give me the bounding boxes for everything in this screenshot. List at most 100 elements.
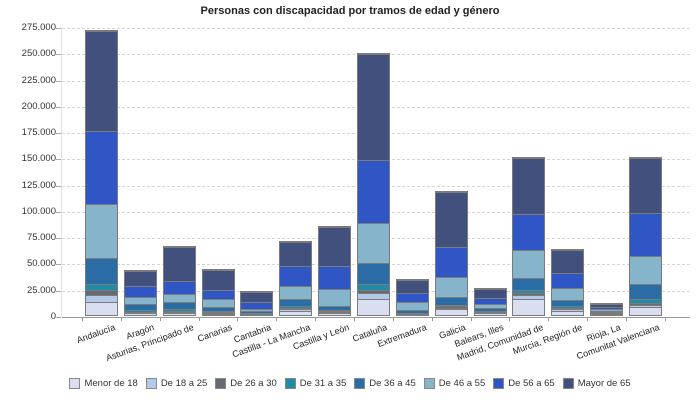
bar-segment[interactable] bbox=[396, 309, 428, 313]
bar-segment[interactable] bbox=[280, 299, 312, 306]
legend-item-de-46-a-55[interactable]: De 46 a 55 bbox=[423, 378, 485, 389]
bar-segment[interactable] bbox=[124, 312, 156, 314]
bar-segment[interactable] bbox=[202, 307, 234, 312]
bar-segment[interactable] bbox=[591, 306, 623, 310]
bar-segment[interactable] bbox=[357, 290, 389, 293]
bar-segment[interactable] bbox=[163, 247, 195, 281]
bar-segment[interactable] bbox=[513, 250, 545, 278]
bar-segment[interactable] bbox=[241, 302, 273, 309]
bar-segment[interactable] bbox=[552, 311, 584, 315]
bar-segment[interactable] bbox=[202, 270, 234, 290]
bar-segment[interactable] bbox=[86, 31, 117, 131]
bar-segment[interactable] bbox=[86, 283, 117, 291]
bar-segment[interactable] bbox=[319, 310, 351, 312]
bar-segment[interactable] bbox=[396, 313, 428, 315]
bar-segment[interactable] bbox=[474, 311, 506, 313]
bar-segment[interactable] bbox=[396, 313, 428, 314]
bar-segment[interactable] bbox=[280, 285, 312, 300]
bar-segment[interactable] bbox=[591, 310, 623, 313]
bar-andaluc-a[interactable] bbox=[85, 30, 118, 316]
bar-segment[interactable] bbox=[629, 213, 661, 256]
bar-segment[interactable] bbox=[357, 262, 389, 284]
bar-segment[interactable] bbox=[396, 301, 428, 310]
bar-segment[interactable] bbox=[474, 288, 506, 298]
bar-segment[interactable] bbox=[513, 299, 545, 315]
bar-segment[interactable] bbox=[202, 312, 234, 314]
bar-segment[interactable] bbox=[629, 157, 661, 214]
bar-segment[interactable] bbox=[474, 307, 506, 311]
bar-segment[interactable] bbox=[357, 292, 389, 300]
legend-item-de-36-a-45[interactable]: De 36 a 45 bbox=[354, 378, 416, 389]
bar-segment[interactable] bbox=[357, 54, 389, 161]
bar-segment[interactable] bbox=[124, 297, 156, 305]
bar-segment[interactable] bbox=[280, 309, 312, 311]
bar-segment[interactable] bbox=[435, 304, 467, 307]
bar-segment[interactable] bbox=[202, 289, 234, 299]
bar-segment[interactable] bbox=[280, 310, 312, 315]
bar-extremadura[interactable] bbox=[395, 278, 429, 316]
bar-segment[interactable] bbox=[202, 312, 234, 313]
bar-segment[interactable] bbox=[357, 283, 389, 291]
bar-segment[interactable] bbox=[396, 293, 428, 302]
bar-segment[interactable] bbox=[241, 314, 273, 315]
bar-segment[interactable] bbox=[474, 312, 506, 315]
bar-segment[interactable] bbox=[552, 309, 584, 312]
bar-segment[interactable] bbox=[629, 306, 661, 315]
bar-segment[interactable] bbox=[629, 304, 661, 307]
bar-segment[interactable] bbox=[629, 298, 661, 303]
bar-segment[interactable] bbox=[513, 293, 545, 296]
bar-segment[interactable] bbox=[319, 227, 351, 266]
bar-segment[interactable] bbox=[357, 299, 389, 315]
bar-segment[interactable] bbox=[319, 312, 351, 315]
bar-segment[interactable] bbox=[319, 311, 351, 313]
bar-madrid-comunidad-de[interactable] bbox=[512, 157, 546, 316]
bar-segment[interactable] bbox=[435, 309, 467, 315]
bar-segment[interactable] bbox=[163, 309, 195, 311]
bar-segment[interactable] bbox=[319, 309, 351, 311]
bar-segment[interactable] bbox=[86, 295, 117, 302]
bar-segment[interactable] bbox=[86, 204, 117, 258]
bar-segment[interactable] bbox=[124, 270, 156, 287]
bar-segment[interactable] bbox=[552, 249, 584, 274]
bar-catalu-a[interactable] bbox=[356, 53, 390, 316]
bar-murcia-regi-n-de[interactable] bbox=[551, 248, 585, 316]
bar-segment[interactable] bbox=[163, 312, 195, 315]
bar-segment[interactable] bbox=[396, 279, 428, 294]
bar-castilla-la-mancha[interactable] bbox=[279, 241, 313, 316]
bar-segment[interactable] bbox=[280, 242, 312, 266]
bar-segment[interactable] bbox=[552, 305, 584, 309]
bar-segment[interactable] bbox=[591, 304, 623, 307]
bar-segment[interactable] bbox=[629, 255, 661, 284]
bar-canarias[interactable] bbox=[201, 269, 235, 316]
bar-comunitat-valenciana[interactable] bbox=[628, 156, 662, 316]
bar-segment[interactable] bbox=[241, 313, 273, 314]
bar-segment[interactable] bbox=[435, 307, 467, 310]
legend-item-mayor-de-65[interactable]: Mayor de 65 bbox=[562, 378, 631, 389]
bar-segment[interactable] bbox=[124, 286, 156, 298]
bar-segment[interactable] bbox=[124, 304, 156, 311]
bar-segment[interactable] bbox=[513, 277, 545, 290]
bar-segment[interactable] bbox=[163, 311, 195, 313]
bar-segment[interactable] bbox=[629, 283, 661, 299]
bar-segment[interactable] bbox=[86, 130, 117, 205]
legend-item-menor-de-18[interactable]: Menor de 18 bbox=[69, 378, 138, 389]
bar-segment[interactable] bbox=[163, 293, 195, 303]
bar-segment[interactable] bbox=[86, 301, 117, 315]
bar-segment[interactable] bbox=[474, 312, 506, 313]
bar-segment[interactable] bbox=[241, 311, 273, 314]
bar-segment[interactable] bbox=[435, 306, 467, 308]
bar-segment[interactable] bbox=[474, 297, 506, 304]
bar-segment[interactable] bbox=[280, 305, 312, 309]
bar-segment[interactable] bbox=[202, 313, 234, 315]
bar-segment[interactable] bbox=[474, 303, 506, 308]
bar-segment[interactable] bbox=[552, 308, 584, 310]
bar-segment[interactable] bbox=[86, 257, 117, 284]
bar-segment[interactable] bbox=[319, 288, 351, 306]
bar-segment[interactable] bbox=[319, 265, 351, 289]
bar-galicia[interactable] bbox=[434, 191, 468, 316]
bar-segment[interactable] bbox=[124, 313, 156, 315]
bar-castilla-y-le-n[interactable] bbox=[318, 226, 352, 316]
bar-cantabria[interactable] bbox=[240, 291, 274, 316]
bar-segment[interactable] bbox=[435, 297, 467, 305]
bar-segment[interactable] bbox=[435, 192, 467, 247]
